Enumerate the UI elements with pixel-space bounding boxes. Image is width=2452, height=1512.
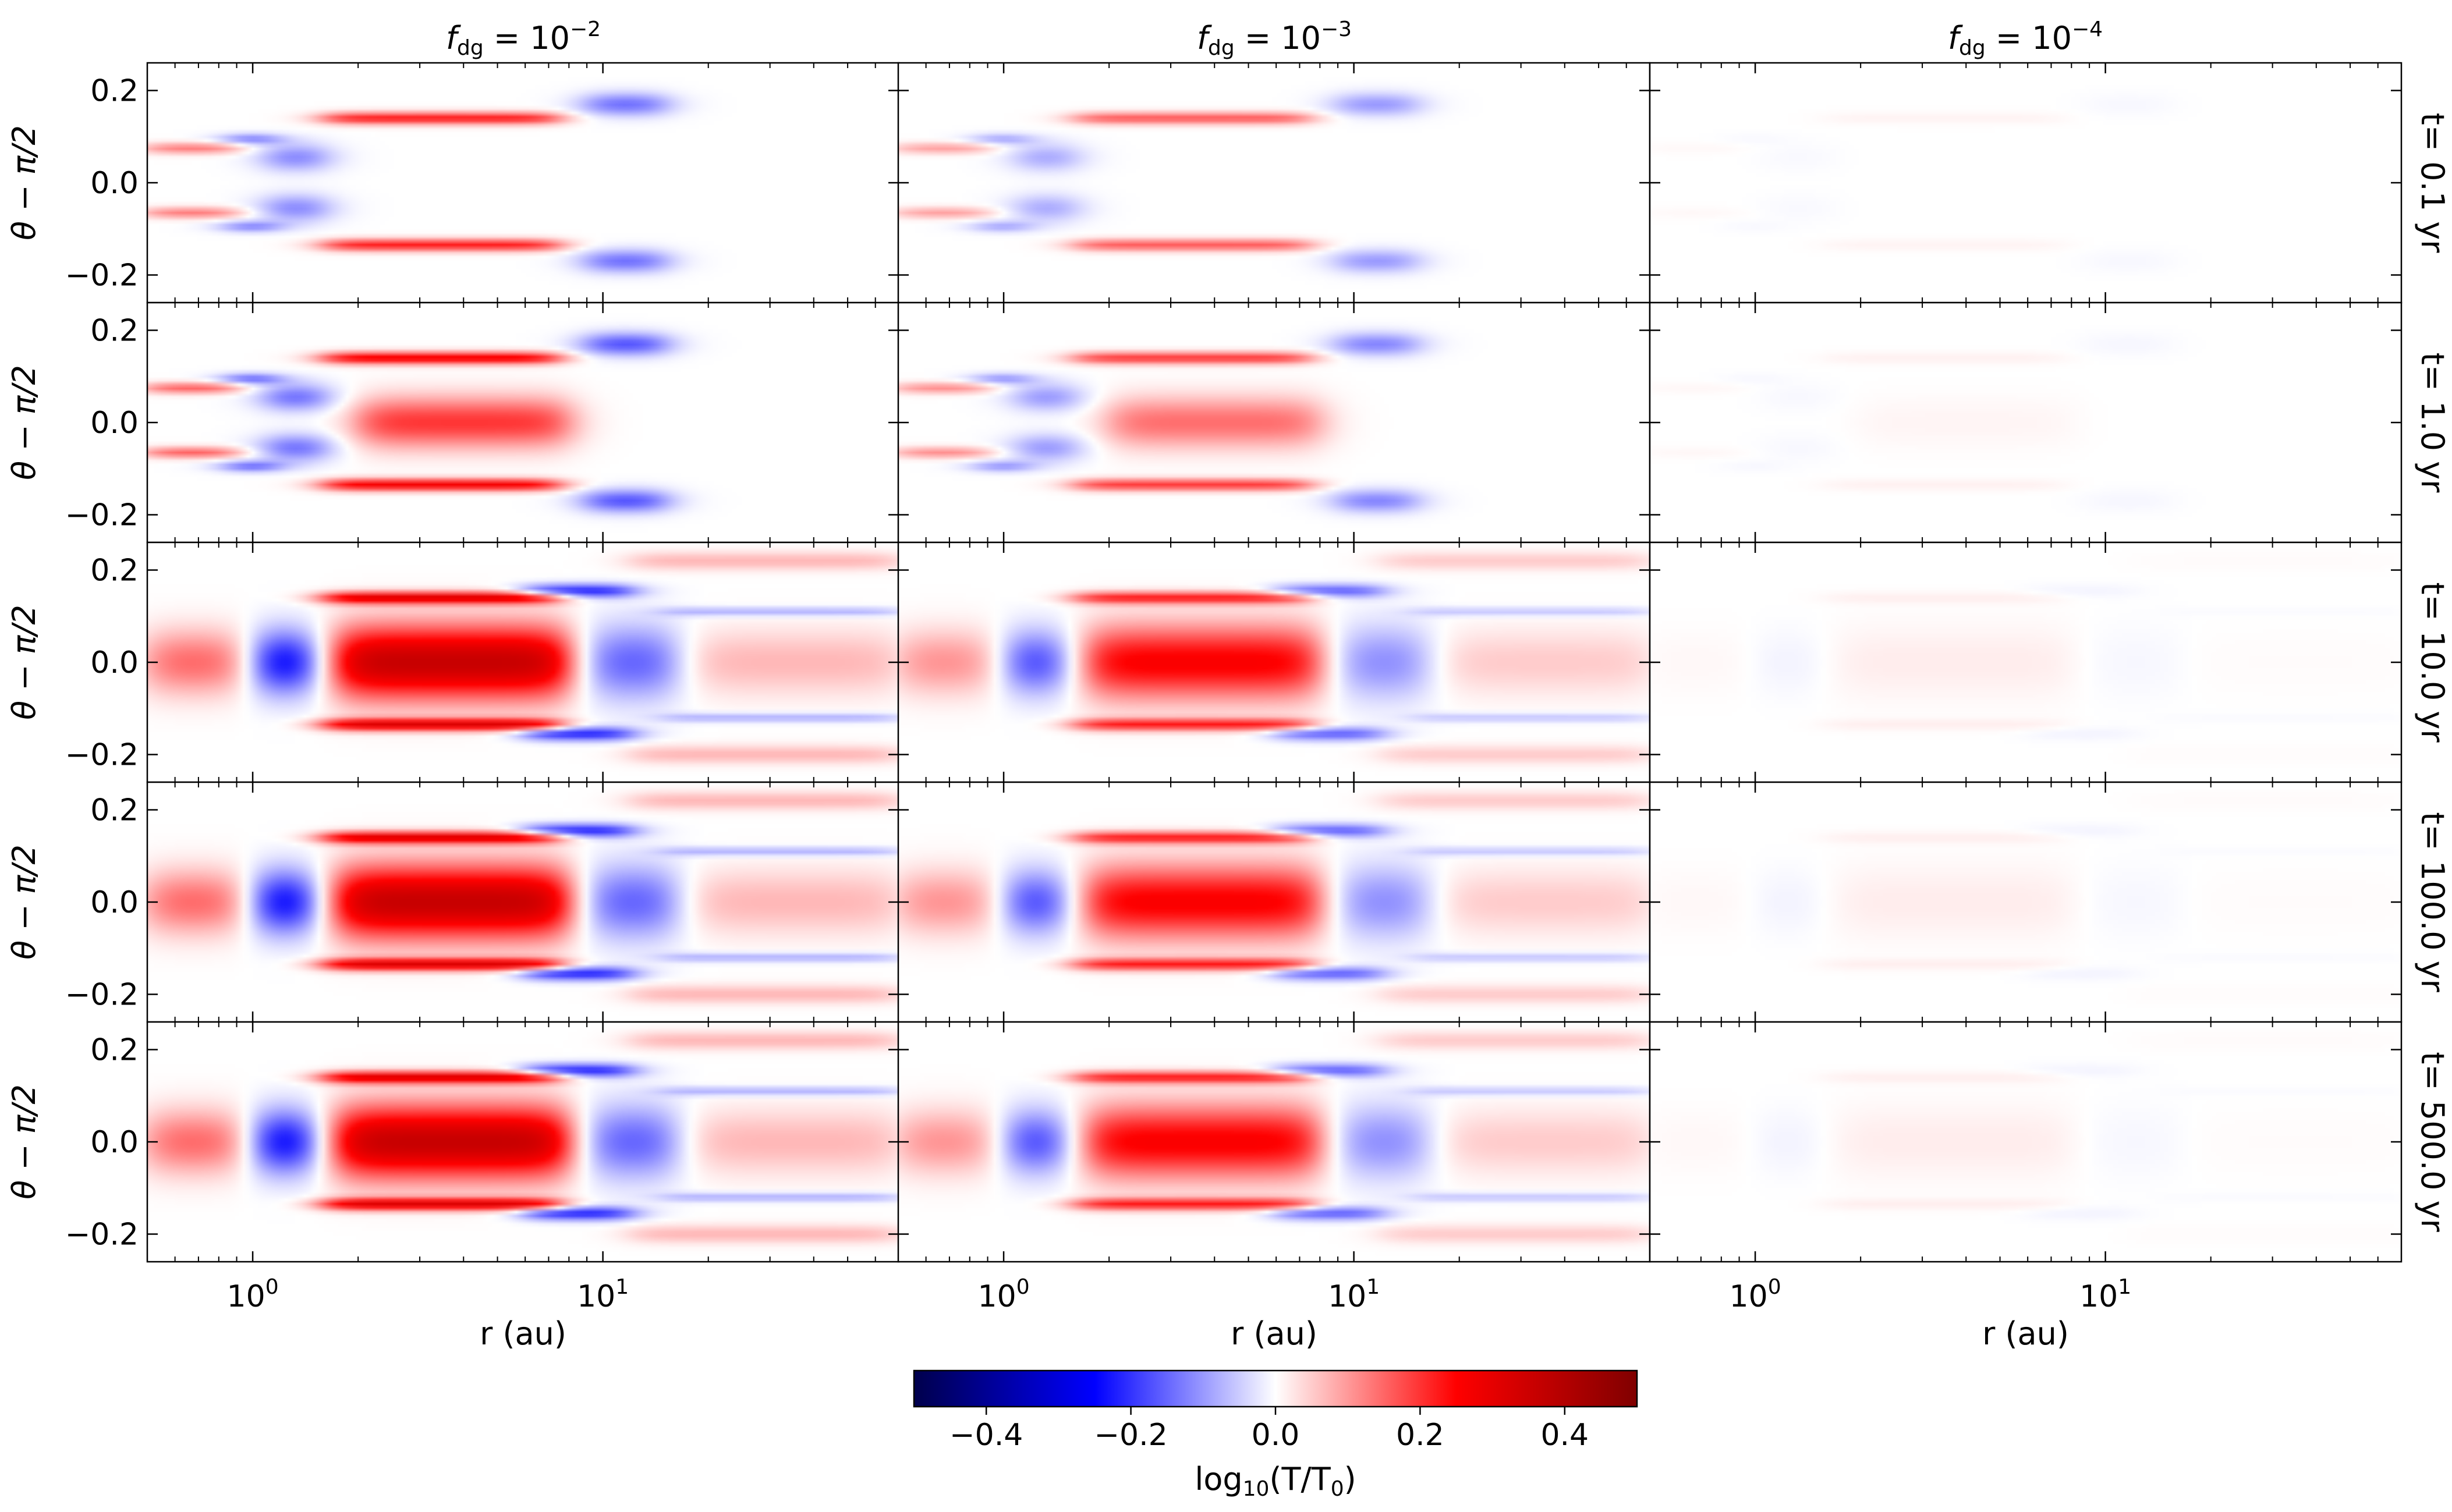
- panel-r1-c3: [1649, 62, 2403, 304]
- x-tick-label: 101: [1328, 1275, 1380, 1314]
- column-title-1-eq: = 10: [484, 20, 570, 56]
- colorbar-label-body: (T/T: [1269, 1461, 1331, 1497]
- x-tick-label: 100: [227, 1275, 279, 1314]
- y-axis-label: θ − π/2: [6, 125, 42, 240]
- colorbar-ticks: −0.4 −0.2 0.0 0.2 0.4: [949, 1407, 1589, 1453]
- y-axis-label: θ − π/2: [6, 1084, 42, 1199]
- heatmap-image-r2-c1: [147, 303, 899, 542]
- panel-r5-c2: [897, 1021, 1651, 1263]
- y-tick-label: 0.0: [90, 645, 139, 680]
- colorbar-gradient: [913, 1369, 1638, 1408]
- x-tick-label: 100: [978, 1275, 1030, 1314]
- column-title-3-sub: dg: [1959, 36, 1986, 60]
- y-tick-label: 0.2: [90, 793, 139, 828]
- colorbar-label: log10(T/T0): [1195, 1461, 1356, 1501]
- panel-r4-c3: [1649, 781, 2403, 1023]
- heatmap-image-r1-c3: [1650, 63, 2401, 303]
- heatmap-image-r1-c2: [898, 63, 1650, 303]
- row-label-3: t= 10.0 yr: [2414, 582, 2451, 743]
- y-tick-label: 0.2: [90, 1033, 139, 1068]
- colorbar-tick-label: −0.4: [949, 1418, 1023, 1453]
- x-axis-labels: 100 101 r (au) 100 101 r (au) 100 101 r (au): [227, 1275, 2132, 1352]
- y-tick-label: 0.2: [90, 314, 139, 349]
- y-axis-labels: 0.2 0.0 −0.2 θ − π/2 0.2 0.0 −0.2 θ − π/2 0.2 0.0…: [6, 74, 139, 1252]
- column-title-1: fdg = 10−2: [446, 17, 601, 60]
- heatmap-image-r3-c1: [147, 542, 899, 782]
- y-tick-label: 0.2: [90, 553, 139, 588]
- heatmap-image-r3-c3: [1650, 542, 2401, 782]
- colorbar: −0.4 −0.2 0.0 0.2 0.4 log10(T/T0): [913, 1369, 1638, 1501]
- panel-r4-c1: [146, 781, 900, 1023]
- y-axis-label: θ − π/2: [6, 365, 42, 480]
- panel-r5-c1: [146, 1021, 900, 1263]
- heatmap-image-r5-c2: [898, 1022, 1650, 1262]
- y-tick-label: −0.2: [65, 258, 139, 293]
- row-labels: t= 0.1 yr t= 1.0 yr t= 10.0 yr t= 100.0 yr t…: [2414, 113, 2451, 1233]
- y-tick-label: −0.2: [65, 1217, 139, 1252]
- heatmap-image-r1-c1: [147, 63, 899, 303]
- row-label-5: t= 500.0 yr: [2414, 1052, 2451, 1232]
- colorbar-tick-label: 0.2: [1396, 1418, 1444, 1453]
- column-title-2-sub: dg: [1208, 36, 1235, 60]
- x-tick-label: 101: [2079, 1275, 2131, 1314]
- heatmap-image-r5-c1: [147, 1022, 899, 1262]
- panel-grid: [146, 62, 2403, 1263]
- y-tick-label: 0.0: [90, 406, 139, 441]
- column-title-1-sub: dg: [457, 36, 484, 60]
- column-title-3: fdg = 10−4: [1948, 17, 2103, 60]
- panel-r2-c1: [146, 301, 900, 544]
- panel-r4-c2: [897, 781, 1651, 1023]
- heatmap-image-r4-c3: [1650, 782, 2401, 1022]
- colorbar-tick-label: 0.4: [1540, 1418, 1589, 1453]
- colorbar-label-sub2: 0: [1331, 1477, 1344, 1501]
- heatmap-image-r2-c2: [898, 303, 1650, 542]
- panel-r3-c2: [897, 541, 1651, 783]
- x-axis-label: r (au): [1231, 1315, 1317, 1352]
- y-axis-label: θ − π/2: [6, 844, 42, 960]
- panel-r3-c3: [1649, 541, 2403, 783]
- y-axis-label: θ − π/2: [6, 605, 42, 720]
- heatmap-image-r2-c3: [1650, 303, 2401, 542]
- colorbar-tick-label: −0.2: [1094, 1418, 1167, 1453]
- y-tick-label: −0.2: [65, 498, 139, 533]
- x-axis-label: r (au): [1982, 1315, 2069, 1352]
- colorbar-label-suffix: ): [1344, 1461, 1356, 1497]
- panel-r1-c1: [146, 62, 900, 304]
- row-label-4: t= 100.0 yr: [2414, 812, 2451, 992]
- heatmap-image-r5-c3: [1650, 1022, 2401, 1262]
- column-title-2-exp: −3: [1321, 17, 1352, 41]
- y-tick-label: 0.0: [90, 166, 139, 201]
- column-title-1-exp: −2: [570, 17, 601, 41]
- row-label-1: t= 0.1 yr: [2414, 113, 2451, 254]
- x-tick-label: 100: [1730, 1275, 1781, 1314]
- colorbar-tick-label: 0.0: [1252, 1418, 1300, 1453]
- panel-r1-c2: [897, 62, 1651, 304]
- heatmap-image-r3-c2: [898, 542, 1650, 782]
- x-axis-label: r (au): [480, 1315, 566, 1352]
- heatmap-image-r4-c2: [898, 782, 1650, 1022]
- colorbar-label-prefix: log: [1195, 1461, 1242, 1497]
- y-tick-label: −0.2: [65, 737, 139, 772]
- colorbar-label-sub: 10: [1243, 1477, 1270, 1501]
- panel-r2-c3: [1649, 301, 2403, 544]
- column-title-2-eq: = 10: [1235, 20, 1321, 56]
- column-title-3-exp: −4: [2072, 17, 2103, 41]
- y-tick-label: 0.0: [90, 885, 139, 920]
- x-tick-label: 101: [577, 1275, 629, 1314]
- column-title-3-eq: = 10: [1986, 20, 2072, 56]
- y-tick-label: 0.0: [90, 1125, 139, 1160]
- panel-r3-c1: [146, 541, 900, 783]
- row-label-2: t= 1.0 yr: [2414, 353, 2451, 494]
- y-tick-label: 0.2: [90, 74, 139, 109]
- column-title-2: fdg = 10−3: [1197, 17, 1352, 60]
- y-tick-label: −0.2: [65, 977, 139, 1012]
- panel-r5-c3: [1649, 1021, 2403, 1263]
- heatmap-image-r4-c1: [147, 782, 899, 1022]
- panel-r2-c2: [897, 301, 1651, 544]
